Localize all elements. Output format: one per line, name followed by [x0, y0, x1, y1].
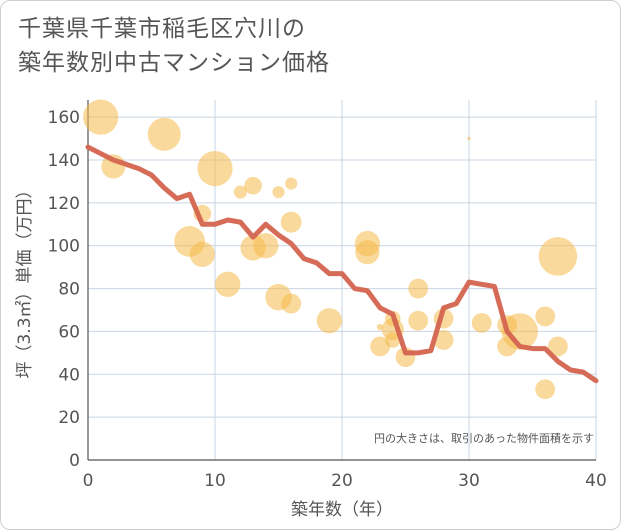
x-axis-title: 築年数（年） [291, 500, 393, 520]
data-bubble [408, 278, 429, 299]
y-tick-label: 40 [58, 365, 80, 385]
data-bubble [433, 330, 454, 350]
x-tick-label: 30 [458, 471, 480, 491]
data-bubble [535, 306, 556, 327]
y-tick-label: 160 [48, 108, 80, 128]
y-tick-label: 80 [58, 280, 80, 300]
data-bubble [233, 185, 247, 199]
data-bubble [272, 186, 285, 199]
data-bubble [197, 150, 233, 187]
trend-line [85, 144, 599, 384]
data-bubble [147, 117, 181, 151]
bubble-group [83, 99, 578, 400]
x-tick-label: 0 [83, 471, 94, 491]
data-bubble [408, 310, 429, 331]
y-tick-label: 60 [58, 322, 80, 342]
x-tick-label: 10 [204, 471, 226, 491]
data-bubble [370, 336, 390, 357]
data-bubble [215, 271, 241, 297]
chart-title: 千葉県千葉市稲毛区穴川の 築年数別中古マンション価格 [18, 12, 330, 80]
data-bubble [501, 313, 538, 350]
y-tick-label: 100 [48, 237, 80, 257]
y-axis-title: 坪（3.3㎡）単価（万円） [15, 181, 35, 378]
y-tick-label: 0 [69, 451, 80, 471]
data-bubble [355, 240, 380, 265]
data-bubble [376, 323, 384, 331]
data-bubble [467, 136, 471, 141]
x-tick-label: 20 [331, 471, 353, 491]
data-bubble [83, 99, 119, 135]
y-tick-label: 120 [48, 194, 80, 214]
data-bubble [385, 332, 401, 348]
data-bubble [285, 177, 298, 190]
x-tick-label: 40 [585, 471, 607, 491]
data-bubble [189, 241, 215, 267]
chart-title-line-1: 千葉県千葉市稲毛区穴川の [18, 16, 306, 42]
data-bubble [538, 237, 578, 276]
data-bubble [280, 211, 302, 233]
size-legend-note: 円の大きさは、取引のあった物件面積を示す [374, 431, 594, 445]
data-bubble [535, 379, 556, 400]
data-bubble [316, 308, 342, 334]
y-tick-label: 140 [48, 151, 80, 171]
data-bubble [281, 293, 302, 314]
chart-title-line-2: 築年数別中古マンション価格 [18, 50, 330, 76]
data-bubble [253, 233, 279, 259]
data-bubble [548, 336, 568, 357]
data-bubble [471, 312, 492, 333]
data-bubble [244, 176, 262, 195]
y-tick-label: 20 [58, 408, 80, 428]
